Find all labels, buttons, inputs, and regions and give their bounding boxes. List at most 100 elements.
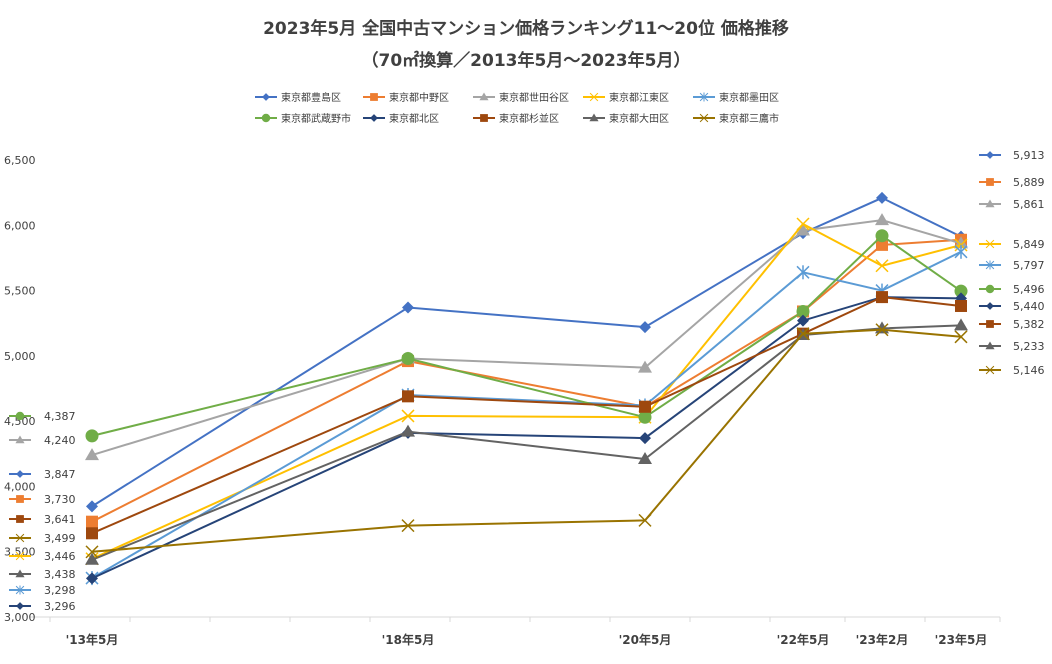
series-point-9-4	[875, 323, 889, 337]
end-key-1-marker	[986, 178, 994, 186]
series-point-8-1	[401, 424, 415, 437]
series-point-5-5	[954, 284, 968, 298]
series-line-4	[91, 250, 962, 579]
legend-label-3: 東京都江東区	[609, 91, 669, 104]
legend-key-3-marker	[589, 92, 599, 102]
end-label-2: 5,861	[1013, 198, 1045, 211]
series-point-7-1	[402, 390, 414, 403]
start-label-3: 3,446	[44, 550, 76, 563]
series-line-7	[91, 296, 962, 535]
series-line-6	[91, 296, 962, 580]
series-point-9-2	[638, 513, 652, 527]
start-key-5-marker	[15, 411, 25, 421]
y-tick-label: 4,000	[4, 480, 36, 493]
legend-label-4: 東京都墨田区	[719, 91, 779, 104]
y-tick-label: 6,000	[4, 219, 36, 232]
legend-key-6-marker	[370, 114, 378, 122]
start-key-6-marker	[16, 602, 24, 610]
series-point-0-2	[639, 321, 651, 334]
legend-key-9-marker	[699, 113, 709, 123]
series-point-3-1	[401, 409, 415, 423]
series-point-9-0	[85, 545, 99, 559]
series-point-9-1	[401, 519, 415, 533]
legend-label-8: 東京都大田区	[609, 112, 669, 125]
legend-key-5-marker	[261, 113, 271, 123]
start-label-9: 3,499	[44, 532, 76, 545]
series-point-5-1	[401, 351, 415, 365]
start-key-4-marker	[15, 585, 25, 595]
y-tick-label: 5,500	[4, 285, 36, 298]
series-line-8	[91, 324, 962, 561]
end-label-8: 5,233	[1013, 340, 1045, 353]
end-label-3: 5,849	[1013, 238, 1045, 251]
start-label-0: 3,847	[44, 468, 76, 481]
chart-subtitle: （70㎡換算／2013年5月～2023年5月）	[361, 51, 691, 71]
series-point-8-2	[638, 452, 652, 465]
legend-label-6: 東京都北区	[389, 112, 439, 125]
series-point-6-3	[797, 314, 809, 327]
end-key-5-marker	[985, 284, 995, 294]
series-point-4-3	[796, 265, 810, 280]
end-label-1: 5,889	[1013, 176, 1045, 189]
end-key-7-marker	[986, 320, 994, 328]
legend-key-0-marker	[262, 93, 270, 101]
series-point-1-4	[876, 238, 888, 251]
series-point-7-5	[955, 299, 967, 312]
series-point-0-1	[402, 301, 414, 314]
series-point-4-5	[954, 244, 968, 259]
legend-label-7: 東京都杉並区	[499, 112, 559, 125]
start-label-6: 3,296	[44, 600, 76, 613]
y-tick-label: 6,500	[4, 154, 36, 167]
series-point-6-2	[639, 432, 651, 445]
start-label-7: 3,641	[44, 513, 76, 526]
series-line-1	[91, 238, 962, 523]
end-key-8-marker	[985, 341, 995, 350]
series-point-7-2	[639, 400, 651, 413]
series-point-2-4	[875, 213, 889, 226]
end-label-0: 5,913	[1013, 149, 1045, 162]
end-key-2-marker	[985, 199, 995, 208]
start-key-1-marker	[16, 495, 24, 503]
end-key-6-marker	[986, 302, 994, 310]
end-label-9: 5,146	[1013, 364, 1045, 377]
legend-label-1: 東京都中野区	[389, 91, 449, 104]
series-line-9	[91, 328, 962, 553]
start-key-9-marker	[15, 533, 25, 543]
start-label-5: 4,387	[44, 410, 76, 423]
series-point-9-5	[954, 330, 968, 344]
series-point-7-0	[86, 527, 98, 540]
end-key-0-marker	[986, 151, 994, 159]
end-label-5: 5,496	[1013, 283, 1045, 296]
series-point-3-4	[875, 259, 889, 273]
series-point-8-0	[85, 552, 99, 565]
series-point-8-5	[954, 318, 968, 331]
start-key-0-marker	[16, 470, 24, 478]
series-line-5	[91, 234, 962, 437]
series-point-2-0	[85, 448, 99, 461]
x-tick-label: '23年2月	[856, 632, 909, 647]
start-label-8: 3,438	[44, 568, 76, 581]
x-tick-label: '18年5月	[382, 632, 435, 647]
start-label-4: 3,298	[44, 584, 76, 597]
y-tick-label: 4,500	[4, 415, 36, 428]
y-tick-label: 3,000	[4, 611, 36, 624]
series-point-0-0	[86, 500, 98, 513]
start-key-3-marker	[15, 551, 25, 561]
series-point-0-4	[876, 191, 888, 204]
legend-key-1-marker	[370, 93, 378, 101]
legend-label-0: 東京都豊島区	[281, 91, 341, 104]
end-label-6: 5,440	[1013, 300, 1045, 313]
start-key-8-marker	[15, 569, 25, 578]
legend-label-5: 東京都武蔵野市	[281, 112, 351, 125]
series-point-7-4	[876, 291, 888, 304]
end-label-7: 5,382	[1013, 318, 1045, 331]
series-point-1-0	[86, 515, 98, 528]
x-tick-label: '23年5月	[935, 632, 988, 647]
legend-key-4-marker	[699, 92, 709, 102]
series-point-6-0	[86, 572, 98, 585]
series-line-2	[91, 219, 962, 457]
series-line-3	[91, 222, 962, 560]
start-key-7-marker	[16, 515, 24, 523]
start-label-1: 3,730	[44, 493, 76, 506]
